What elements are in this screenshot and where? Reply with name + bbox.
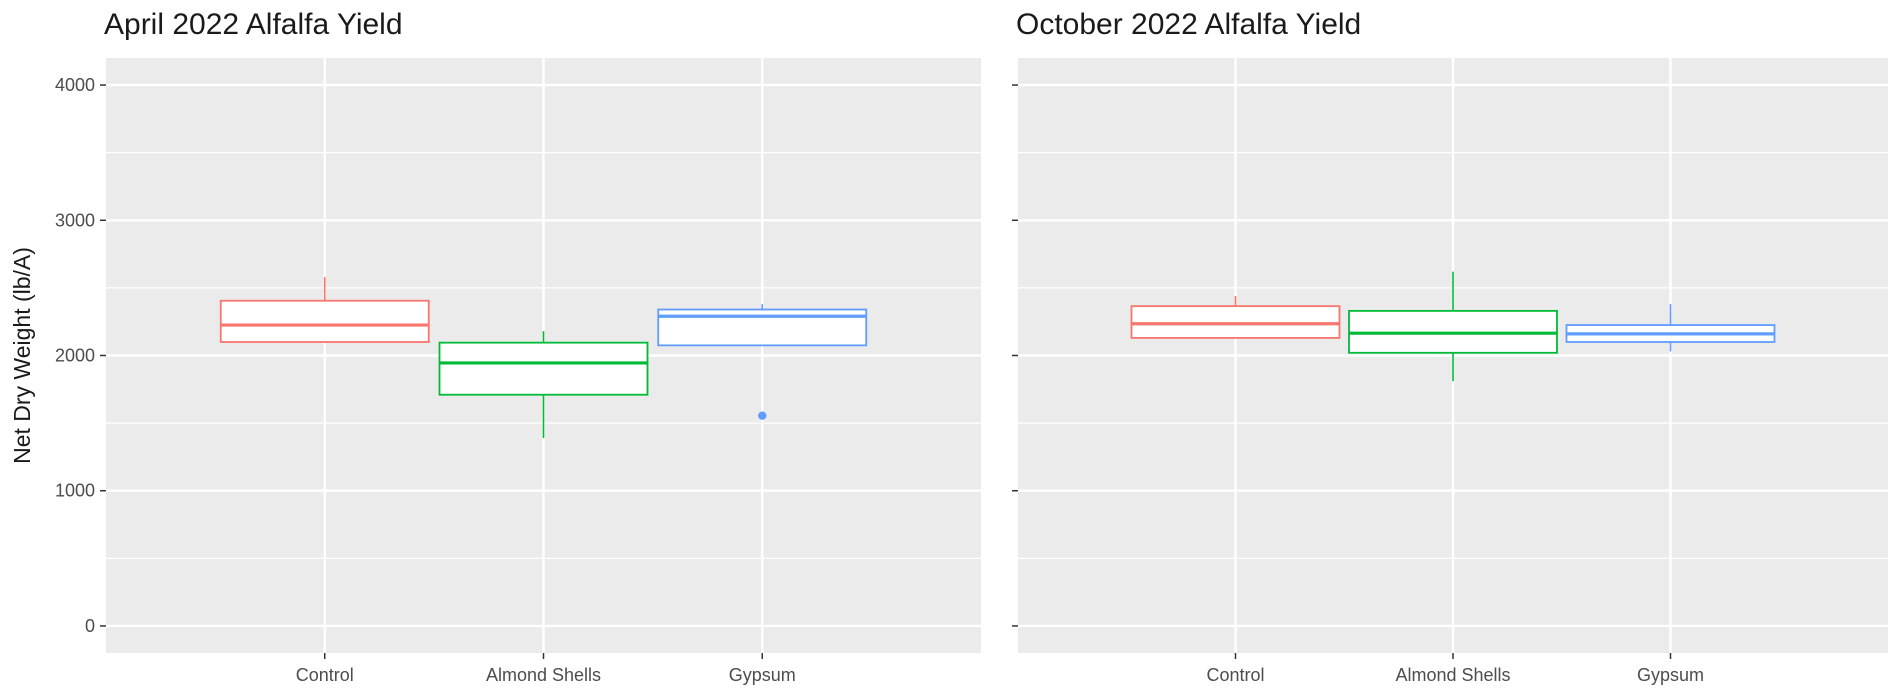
x-tick-label: Control [296,665,354,685]
outlier-point [758,411,767,420]
box-gypsum [1565,304,1776,352]
y-tick-label: 1000 [55,481,95,501]
panel-2: Control Almond Shells Gypsum October 2022 A… [1012,8,1888,685]
x-tick-label: Control [1206,665,1264,685]
panel-title: April 2022 Alfalfa Yield [104,8,403,41]
y-axis-label: Net Dry Weight (lb/A) [9,247,35,464]
y-tick-label: 2000 [55,346,95,366]
x-tick-label: Gypsum [1637,665,1704,685]
box-gypsum [657,304,868,420]
box-body [438,341,649,396]
box-control [219,277,430,343]
box-body [219,299,430,343]
panel-title: October 2022 Alfalfa Yield [1016,8,1361,41]
x-tick-label: Almond Shells [486,665,601,685]
box-body [1130,305,1341,339]
box-almond-shells [438,331,649,438]
y-tick-label: 3000 [55,210,95,230]
y-tick-label: 4000 [55,75,95,95]
box-control [1130,296,1341,339]
y-tick-label: 0 [85,616,95,636]
panel-1: 0 1000 2000 3000 4000 Control Almond Shells Gyp… [9,8,981,685]
x-tick-label: Almond Shells [1395,665,1510,685]
x-tick-label: Gypsum [729,665,796,685]
box-almond-shells [1348,271,1558,382]
